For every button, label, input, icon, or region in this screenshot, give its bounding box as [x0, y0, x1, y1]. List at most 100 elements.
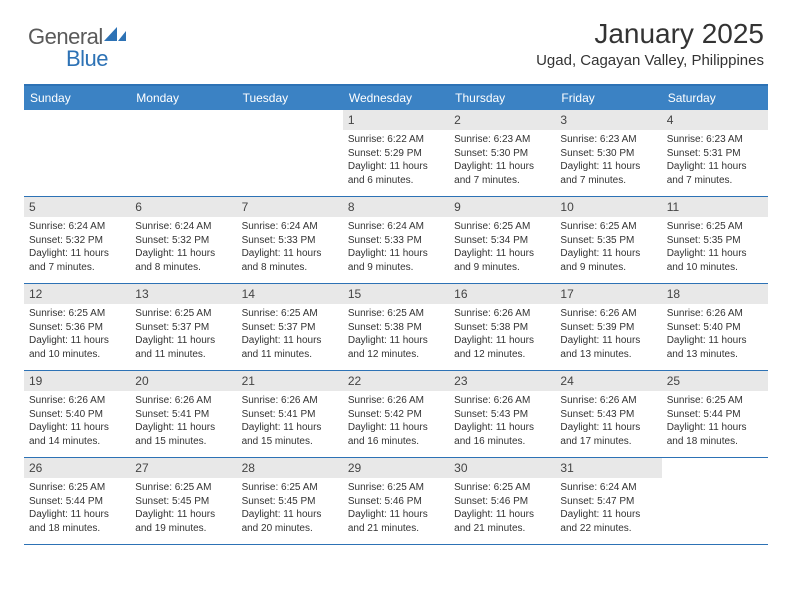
logo-text-blue: Blue	[66, 46, 126, 72]
title-block: January 2025 Ugad, Cagayan Valley, Phili…	[536, 18, 764, 69]
daylight-text: Daylight: 11 hours and 20 minutes.	[242, 508, 338, 535]
day-cell: 3Sunrise: 6:23 AMSunset: 5:30 PMDaylight…	[555, 110, 661, 196]
daylight-text: Daylight: 11 hours and 14 minutes.	[29, 421, 125, 448]
sunrise-text: Sunrise: 6:24 AM	[135, 220, 231, 234]
sunrise-text: Sunrise: 6:25 AM	[454, 220, 550, 234]
day-cell: 25Sunrise: 6:25 AMSunset: 5:44 PMDayligh…	[662, 371, 768, 457]
daylight-text: Daylight: 11 hours and 16 minutes.	[348, 421, 444, 448]
daylight-text: Daylight: 11 hours and 11 minutes.	[242, 334, 338, 361]
sunrise-text: Sunrise: 6:24 AM	[560, 481, 656, 495]
sunset-text: Sunset: 5:46 PM	[348, 495, 444, 509]
day-number: 31	[555, 458, 661, 478]
sunset-text: Sunset: 5:42 PM	[348, 408, 444, 422]
sunset-text: Sunset: 5:47 PM	[560, 495, 656, 509]
daylight-text: Daylight: 11 hours and 19 minutes.	[135, 508, 231, 535]
sunrise-text: Sunrise: 6:25 AM	[242, 481, 338, 495]
weekday-header: Tuesday	[237, 86, 343, 110]
day-cell: 29Sunrise: 6:25 AMSunset: 5:46 PMDayligh…	[343, 458, 449, 544]
weekday-header-row: Sunday Monday Tuesday Wednesday Thursday…	[24, 86, 768, 110]
day-cell: 4Sunrise: 6:23 AMSunset: 5:31 PMDaylight…	[662, 110, 768, 196]
sunset-text: Sunset: 5:38 PM	[348, 321, 444, 335]
sunrise-text: Sunrise: 6:26 AM	[454, 394, 550, 408]
day-cell: 20Sunrise: 6:26 AMSunset: 5:41 PMDayligh…	[130, 371, 236, 457]
daylight-text: Daylight: 11 hours and 15 minutes.	[242, 421, 338, 448]
day-cell: 5Sunrise: 6:24 AMSunset: 5:32 PMDaylight…	[24, 197, 130, 283]
daylight-text: Daylight: 11 hours and 11 minutes.	[135, 334, 231, 361]
day-number: 1	[343, 110, 449, 130]
daylight-text: Daylight: 11 hours and 9 minutes.	[560, 247, 656, 274]
sunrise-text: Sunrise: 6:26 AM	[348, 394, 444, 408]
day-number: 7	[237, 197, 343, 217]
weekday-header: Friday	[555, 86, 661, 110]
week-row: 12Sunrise: 6:25 AMSunset: 5:36 PMDayligh…	[24, 284, 768, 371]
sunrise-text: Sunrise: 6:25 AM	[242, 307, 338, 321]
day-cell: 1Sunrise: 6:22 AMSunset: 5:29 PMDaylight…	[343, 110, 449, 196]
location-label: Ugad, Cagayan Valley, Philippines	[536, 52, 764, 69]
day-cell: 19Sunrise: 6:26 AMSunset: 5:40 PMDayligh…	[24, 371, 130, 457]
day-cell: 7Sunrise: 6:24 AMSunset: 5:33 PMDaylight…	[237, 197, 343, 283]
day-number: 26	[24, 458, 130, 478]
daylight-text: Daylight: 11 hours and 7 minutes.	[29, 247, 125, 274]
day-number: 30	[449, 458, 555, 478]
day-cell: 31 Sunrise: 6:24 AMSunset: 5:47 PMDayligh…	[555, 458, 661, 544]
day-number: 5	[24, 197, 130, 217]
day-number: 9	[449, 197, 555, 217]
sunrise-text: Sunrise: 6:25 AM	[454, 481, 550, 495]
sunset-text: Sunset: 5:35 PM	[667, 234, 763, 248]
daylight-text: Daylight: 11 hours and 8 minutes.	[242, 247, 338, 274]
logo: GeneralBlue	[28, 18, 126, 72]
day-cell: 26Sunrise: 6:25 AMSunset: 5:44 PMDayligh…	[24, 458, 130, 544]
sunrise-text: Sunrise: 6:25 AM	[29, 481, 125, 495]
daylight-text: Daylight: 11 hours and 8 minutes.	[135, 247, 231, 274]
sunset-text: Sunset: 5:31 PM	[667, 147, 763, 161]
sunrise-text: Sunrise: 6:25 AM	[667, 220, 763, 234]
week-row: 1Sunrise: 6:22 AMSunset: 5:29 PMDaylight…	[24, 110, 768, 197]
weekday-header: Sunday	[24, 86, 130, 110]
day-number: 29	[343, 458, 449, 478]
sunset-text: Sunset: 5:43 PM	[560, 408, 656, 422]
daylight-text: Daylight: 11 hours and 22 minutes.	[560, 508, 656, 535]
day-number: 21	[237, 371, 343, 391]
sunset-text: Sunset: 5:33 PM	[242, 234, 338, 248]
sunrise-text: Sunrise: 6:26 AM	[560, 307, 656, 321]
day-cell: 21Sunrise: 6:26 AMSunset: 5:41 PMDayligh…	[237, 371, 343, 457]
day-cell: 10Sunrise: 6:25 AMSunset: 5:35 PMDayligh…	[555, 197, 661, 283]
day-cell	[237, 110, 343, 196]
day-number: 18	[662, 284, 768, 304]
day-cell: 9Sunrise: 6:25 AMSunset: 5:34 PMDaylight…	[449, 197, 555, 283]
sunrise-text: Sunrise: 6:23 AM	[560, 133, 656, 147]
daylight-text: Daylight: 11 hours and 13 minutes.	[667, 334, 763, 361]
sunset-text: Sunset: 5:46 PM	[454, 495, 550, 509]
daylight-text: Daylight: 11 hours and 21 minutes.	[454, 508, 550, 535]
week-row: 26Sunrise: 6:25 AMSunset: 5:44 PMDayligh…	[24, 458, 768, 545]
sunset-text: Sunset: 5:41 PM	[135, 408, 231, 422]
sunset-text: Sunset: 5:37 PM	[135, 321, 231, 335]
sunset-text: Sunset: 5:40 PM	[29, 408, 125, 422]
sunset-text: Sunset: 5:30 PM	[560, 147, 656, 161]
sunrise-text: Sunrise: 6:26 AM	[560, 394, 656, 408]
daylight-text: Daylight: 11 hours and 12 minutes.	[348, 334, 444, 361]
daylight-text: Daylight: 11 hours and 13 minutes.	[560, 334, 656, 361]
day-number: 14	[237, 284, 343, 304]
sunset-text: Sunset: 5:36 PM	[29, 321, 125, 335]
header: GeneralBlue January 2025 Ugad, Cagayan V…	[0, 0, 792, 76]
sunrise-text: Sunrise: 6:25 AM	[135, 307, 231, 321]
month-title: January 2025	[536, 18, 764, 50]
day-number: 6	[130, 197, 236, 217]
day-number: 20	[130, 371, 236, 391]
daylight-text: Daylight: 11 hours and 15 minutes.	[135, 421, 231, 448]
weekday-header: Saturday	[662, 86, 768, 110]
sunset-text: Sunset: 5:35 PM	[560, 234, 656, 248]
daylight-text: Daylight: 11 hours and 9 minutes.	[454, 247, 550, 274]
day-cell	[662, 458, 768, 544]
day-cell: 11Sunrise: 6:25 AMSunset: 5:35 PMDayligh…	[662, 197, 768, 283]
day-cell: 6Sunrise: 6:24 AMSunset: 5:32 PMDaylight…	[130, 197, 236, 283]
day-number: 19	[24, 371, 130, 391]
day-cell: 12Sunrise: 6:25 AMSunset: 5:36 PMDayligh…	[24, 284, 130, 370]
sunset-text: Sunset: 5:30 PM	[454, 147, 550, 161]
daylight-text: Daylight: 11 hours and 21 minutes.	[348, 508, 444, 535]
day-number: 28	[237, 458, 343, 478]
sunrise-text: Sunrise: 6:25 AM	[29, 307, 125, 321]
sunset-text: Sunset: 5:32 PM	[29, 234, 125, 248]
week-row: 19Sunrise: 6:26 AMSunset: 5:40 PMDayligh…	[24, 371, 768, 458]
